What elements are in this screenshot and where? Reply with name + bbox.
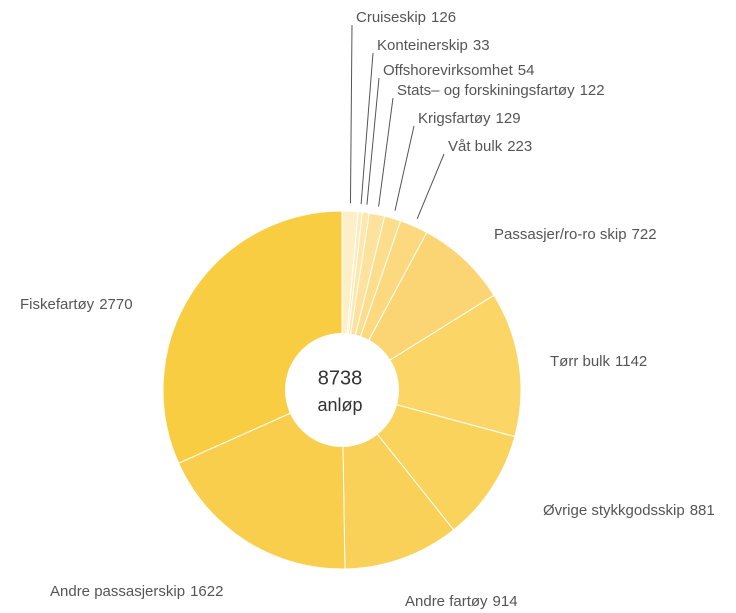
label-value: 914 [493,593,518,610]
slice-label: Offshorevirksomhet 54 [383,62,534,79]
slice-label: Øvrige stykkgodsskip 881 [543,502,715,519]
label-value: 33 [473,37,490,54]
label-value: 1622 [190,583,223,600]
slice-label: Konteinerskip 33 [377,37,490,54]
slice [177,389,346,570]
label-category: Våt bulk [448,138,503,155]
label-category: Konteinerskip [377,37,468,54]
label-category: Fiskefartøy [20,296,95,313]
label-category: Øvrige stykkgodsskip [543,502,685,519]
label-category: Stats– og forskiningsfartøy [397,82,575,99]
slice-label: Stats– og forskiningsfartøy 122 [397,82,605,99]
slice-label: Andre fartøy 914 [405,593,518,610]
leader-line [394,125,415,211]
label-value: 2770 [99,296,132,313]
center-value: 8738 [318,367,363,389]
label-category: Offshorevirksomhet [383,62,514,79]
slice-label: Cruiseskip 126 [356,9,456,26]
leader-line [378,97,394,207]
slice-label: Våt bulk 223 [448,138,532,155]
slice-label: Tørr bulk 1142 [550,353,647,370]
leader-line [360,52,374,205]
label-value: 122 [580,82,605,99]
label-value: 1142 [615,353,647,370]
label-value: 54 [518,62,535,79]
label-category: Tørr bulk [550,353,611,370]
label-category: Krigsfartøy [418,110,491,127]
donut-hole [285,333,399,447]
slice-label: Passasjer/ro-ro skip 722 [494,226,657,243]
label-category: Andre fartøy [405,593,488,610]
label-value: 881 [690,502,715,519]
leader-line [349,24,353,204]
label-value: 223 [507,138,532,155]
slice-label: Krigsfartøy 129 [418,110,521,127]
leader-line [416,153,445,219]
label-value: 129 [496,110,521,127]
label-category: Cruiseskip [356,9,426,26]
leader-line [366,77,380,205]
label-category: Andre passasjerskip [50,583,185,600]
slice-label: Fiskefartøy 2770 [20,296,133,313]
slice-label: Andre passasjerskip 1622 [50,583,223,600]
label-value: 126 [431,9,456,26]
label-value: 722 [632,226,657,243]
center-label: anløp [317,395,362,415]
label-category: Passasjer/ro-ro skip [494,226,627,243]
